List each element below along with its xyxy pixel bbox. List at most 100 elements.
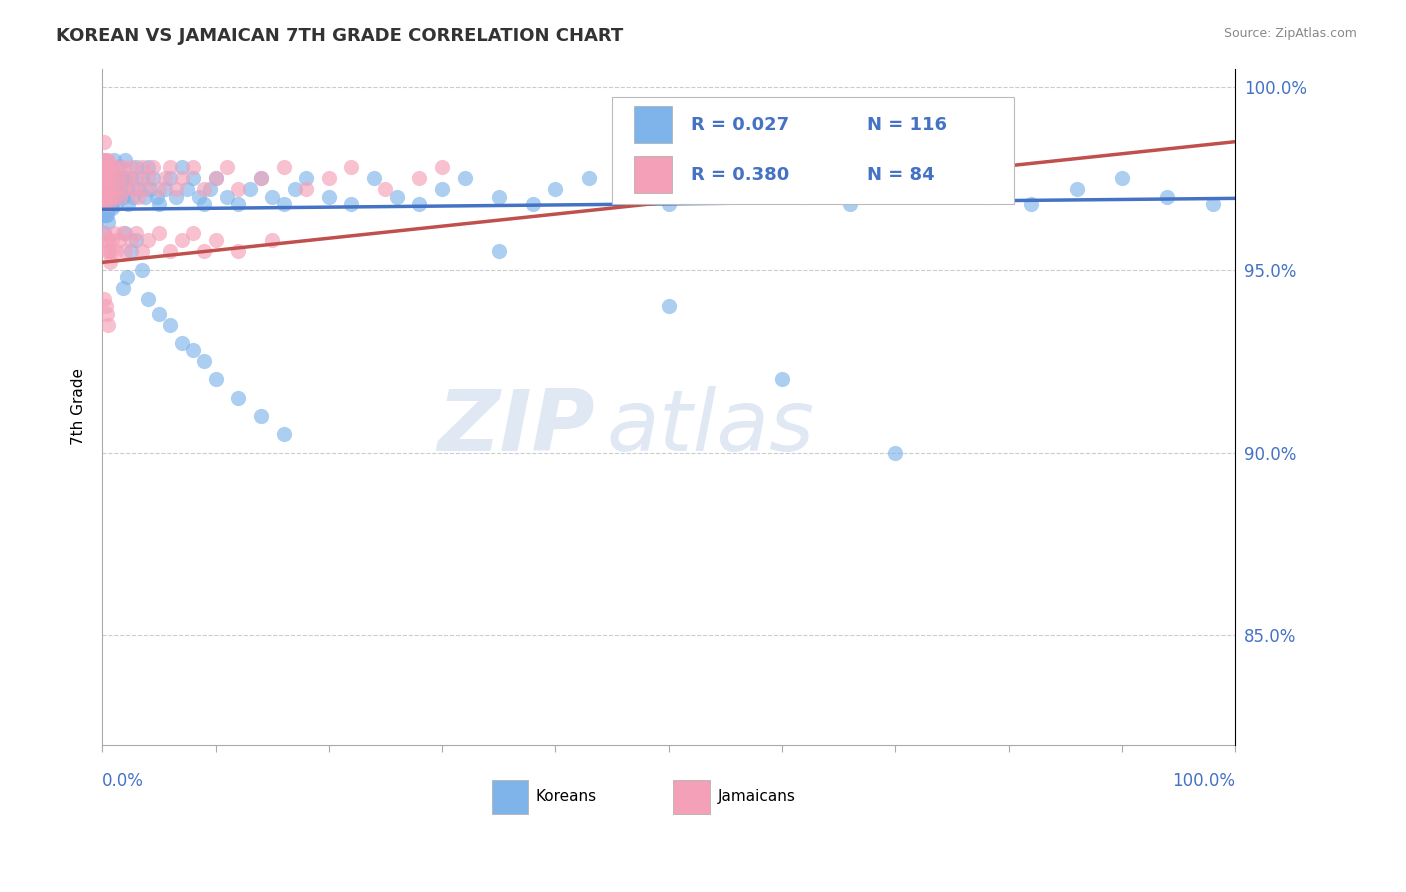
Point [318,171,340,186]
Point [93,171,115,186]
Point [522,197,544,211]
Point [115,182,138,196]
Point [974,189,997,203]
Point [93,197,115,211]
Point [187,189,209,203]
Point [98,244,121,259]
Point [101,201,124,215]
Point [108,234,131,248]
Point [110,171,132,186]
Point [104,197,127,211]
Point [96,171,118,186]
Point [142,161,165,175]
Point [97,215,120,229]
Point [110,189,132,203]
Point [93,189,115,203]
Point [488,189,510,203]
Point [181,171,204,186]
Point [884,445,907,459]
Point [97,318,120,332]
Point [93,182,115,196]
Point [94,234,117,248]
Point [94,171,117,186]
Point [159,318,181,332]
Point [96,244,118,259]
Point [94,171,117,186]
Point [430,161,453,175]
Point [121,189,143,203]
Point [204,171,226,186]
FancyBboxPatch shape [634,106,672,143]
Point [127,189,149,203]
Point [1111,171,1133,186]
Point [93,292,115,306]
Point [104,244,127,259]
Point [273,427,295,442]
Point [103,226,125,240]
Point [134,182,156,196]
Point [98,171,121,186]
Point [131,171,153,186]
Point [929,171,952,186]
Point [153,171,176,186]
Point [93,208,115,222]
Point [295,171,318,186]
Point [181,226,204,240]
Point [374,182,396,196]
Point [134,189,156,203]
Point [120,234,142,248]
Point [97,234,120,248]
Point [165,189,187,203]
Point [204,372,226,386]
Point [284,182,307,196]
Point [98,182,121,196]
Point [153,182,176,196]
Point [363,171,385,186]
Point [295,182,318,196]
Text: R = 0.027: R = 0.027 [692,116,790,134]
Point [148,307,170,321]
Point [139,182,162,196]
Point [114,171,136,186]
Point [193,182,215,196]
Point [748,171,770,186]
Point [114,226,136,240]
Point [226,182,249,196]
Point [93,182,115,196]
Y-axis label: 7th Grade: 7th Grade [72,368,86,445]
Point [104,161,127,175]
Point [148,226,170,240]
Point [98,255,121,269]
Point [94,189,117,203]
Point [125,234,148,248]
Point [181,343,204,358]
Point [1066,182,1088,196]
Point [125,161,148,175]
Point [93,208,115,222]
Point [94,299,117,313]
Point [340,161,363,175]
Point [98,201,121,215]
Point [114,244,136,259]
Point [120,171,142,186]
Point [100,244,122,259]
Point [107,189,129,203]
Point [131,262,153,277]
Point [98,189,121,203]
Point [250,171,273,186]
Point [122,182,145,196]
Point [104,182,127,196]
Point [159,161,181,175]
Point [93,135,115,149]
Point [97,197,120,211]
Point [100,182,122,196]
Point [93,171,115,186]
Point [96,307,118,321]
Point [250,171,273,186]
Point [262,234,284,248]
Text: Koreans: Koreans [536,789,596,804]
Point [93,161,115,175]
Point [159,244,181,259]
Point [96,161,118,175]
Point [215,161,238,175]
